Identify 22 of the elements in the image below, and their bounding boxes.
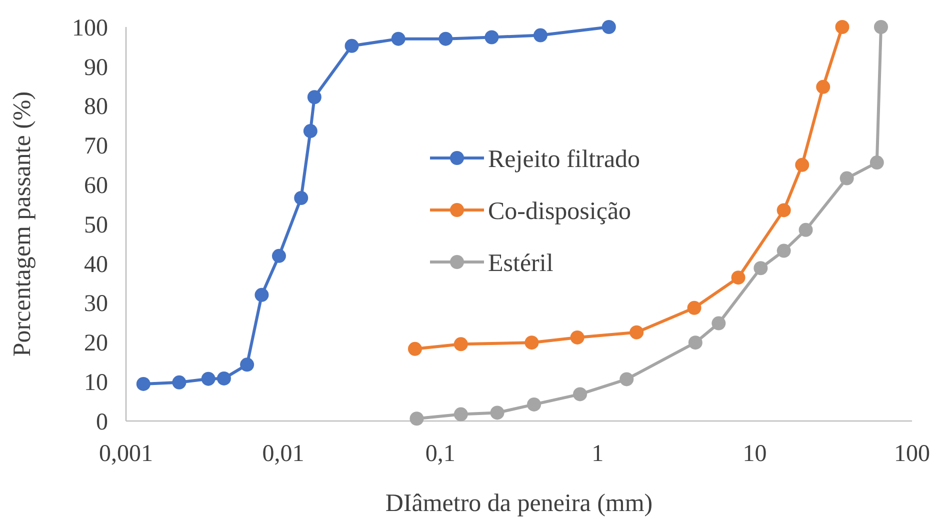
y-tick-label: 90	[84, 54, 108, 81]
y-tick-label: 100	[72, 15, 108, 42]
x-tick-label: 10	[742, 441, 767, 467]
y-tick-label: 50	[84, 212, 108, 238]
y-tick-label: 60	[84, 173, 108, 199]
x-axis-title: DIâmetro da peneira (mm)	[385, 490, 653, 517]
y-tick-label: 0	[96, 409, 108, 436]
y-axis-title: Porcentagem passante (%)	[9, 91, 36, 357]
y-tick-label: 70	[84, 134, 108, 160]
x-tick-label: 0,01	[262, 441, 304, 467]
x-tick-label: 0,001	[99, 441, 153, 467]
y-tick-label: 10	[84, 370, 108, 396]
legend-label: Co-disposição	[488, 198, 632, 225]
y-tick-label: 30	[84, 291, 108, 318]
x-tick-label: 100	[894, 441, 930, 467]
x-tick-label: 0,1	[425, 441, 456, 467]
x-tick-label: 1	[592, 441, 604, 467]
y-tick-label: 80	[84, 94, 108, 120]
y-tick-label: 20	[84, 330, 108, 357]
legend-label: Rejeito filtrado	[488, 146, 640, 173]
y-tick-label: 40	[84, 252, 108, 278]
legend-label: Estéril	[488, 250, 554, 277]
